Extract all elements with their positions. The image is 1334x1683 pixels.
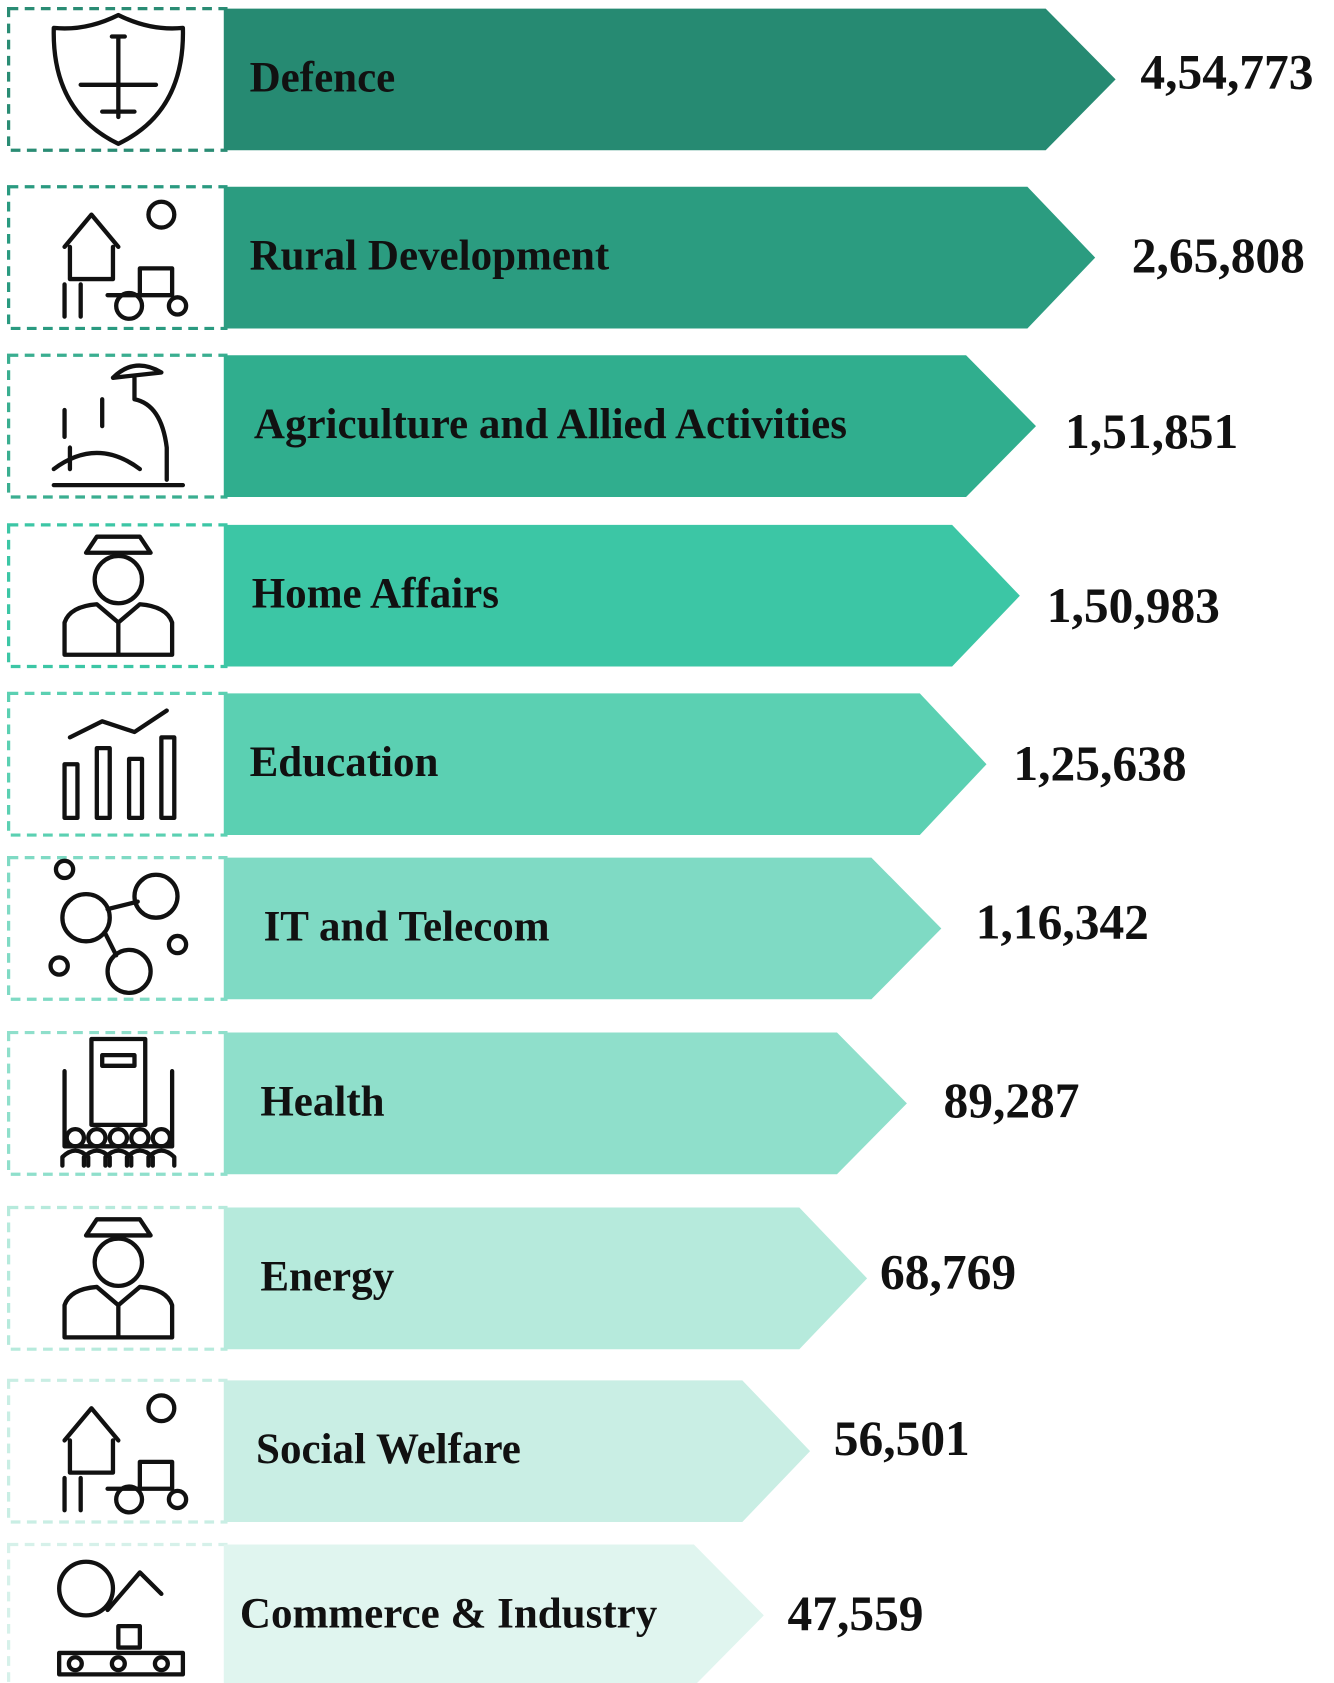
category-label: Commerce & Industry — [240, 1590, 658, 1637]
icon — [60, 1036, 177, 1168]
icon-stroke — [152, 1655, 170, 1673]
arrow-banner — [223, 524, 1020, 667]
icon-stroke — [114, 1484, 145, 1515]
category-label: Education — [250, 739, 439, 786]
icon-stroke — [62, 1406, 121, 1475]
value-label: 68,769 — [880, 1245, 1016, 1300]
value-label: 4,54,773 — [1140, 45, 1313, 100]
icon-stroke — [57, 1559, 116, 1618]
icon-stroke — [103, 1148, 134, 1168]
icon — [57, 1559, 186, 1677]
icon-stroke — [146, 1148, 177, 1168]
icon-stroke — [78, 34, 159, 120]
icon-box — [6, 1030, 228, 1176]
value-label: 47,559 — [787, 1586, 923, 1641]
icon-stroke — [62, 708, 177, 821]
value-label: 1,50,983 — [1047, 578, 1220, 633]
arrow-banner — [223, 1544, 764, 1683]
category-label: Rural Development — [250, 233, 610, 280]
arrow-banner — [223, 857, 942, 1000]
icon-stroke — [62, 1217, 175, 1340]
icon-box — [6, 185, 228, 331]
icon-stroke — [48, 955, 70, 977]
value-label: 89,287 — [943, 1073, 1079, 1128]
category-label: Home Affairs — [252, 571, 499, 618]
icon-stroke — [81, 1148, 112, 1168]
value-label: 1,51,851 — [1065, 404, 1238, 459]
icon-stroke — [62, 397, 105, 472]
icon-stroke — [105, 1459, 175, 1491]
icon-stroke — [116, 1623, 143, 1650]
category-label: Defence — [250, 54, 396, 101]
icon — [62, 708, 177, 821]
icon — [51, 363, 186, 488]
icon-box — [6, 1378, 228, 1524]
arrow-banner — [223, 1207, 868, 1350]
icon-stroke — [146, 1393, 177, 1424]
category-label: Social Welfare — [256, 1426, 521, 1473]
icon-stroke — [51, 12, 186, 146]
value-label: 1,25,638 — [1013, 736, 1186, 791]
value-label: 56,501 — [834, 1411, 970, 1466]
icon-stroke — [105, 266, 175, 298]
icon-box — [6, 353, 228, 499]
icon-stroke — [132, 872, 180, 920]
icon-stroke — [105, 947, 153, 995]
category-label: IT and Telecom — [264, 903, 550, 950]
icon-stroke — [53, 858, 76, 881]
icon-stroke — [124, 1148, 155, 1168]
arrow-banner — [223, 693, 987, 836]
icon-stroke — [60, 1148, 91, 1168]
icon-stroke — [57, 1570, 186, 1677]
arrow-banner — [223, 8, 1116, 151]
icon — [62, 1393, 189, 1515]
icon-stroke — [62, 1475, 83, 1513]
arrow-banner — [223, 355, 1037, 497]
value-label: 2,65,808 — [1132, 228, 1305, 283]
icon-box — [6, 523, 228, 669]
icon-stroke — [109, 1655, 127, 1673]
icon-stroke — [62, 534, 175, 657]
icon-stroke — [103, 899, 140, 958]
icon-stroke — [86, 1127, 108, 1149]
arrow-banner — [223, 1032, 907, 1175]
icon-stroke — [146, 199, 177, 230]
icon-stroke — [92, 553, 145, 606]
icon-stroke — [66, 1655, 84, 1673]
icon-box — [6, 6, 228, 152]
category-label: Agriculture and Allied Activities — [254, 401, 847, 448]
icon-stroke — [166, 1488, 189, 1511]
icon-stroke — [62, 212, 121, 282]
icon — [62, 534, 175, 657]
value-label: 1,16,342 — [976, 895, 1149, 950]
icon — [51, 12, 186, 146]
icon-stroke — [64, 1127, 87, 1149]
icon-stroke — [166, 295, 189, 317]
icon-stroke — [114, 290, 145, 321]
icon-box — [6, 855, 228, 1001]
icon-stroke — [62, 282, 83, 319]
category-label: Health — [260, 1078, 384, 1125]
icon-stroke — [166, 933, 189, 956]
icon — [62, 199, 189, 321]
icon-stroke — [92, 1236, 145, 1289]
arrow-banner — [223, 1380, 811, 1522]
icon-box — [6, 691, 228, 837]
icon-stroke — [129, 1127, 151, 1149]
icon — [48, 858, 189, 995]
icon-stroke — [51, 363, 186, 488]
icon-box — [6, 1542, 228, 1683]
category-label: Energy — [260, 1253, 394, 1300]
icon-box — [6, 1205, 228, 1351]
icon-stroke — [107, 1127, 130, 1149]
arrow-banner — [223, 186, 1096, 329]
icon-stroke — [60, 891, 112, 944]
icon-stroke — [150, 1127, 173, 1149]
icon — [62, 1217, 175, 1340]
